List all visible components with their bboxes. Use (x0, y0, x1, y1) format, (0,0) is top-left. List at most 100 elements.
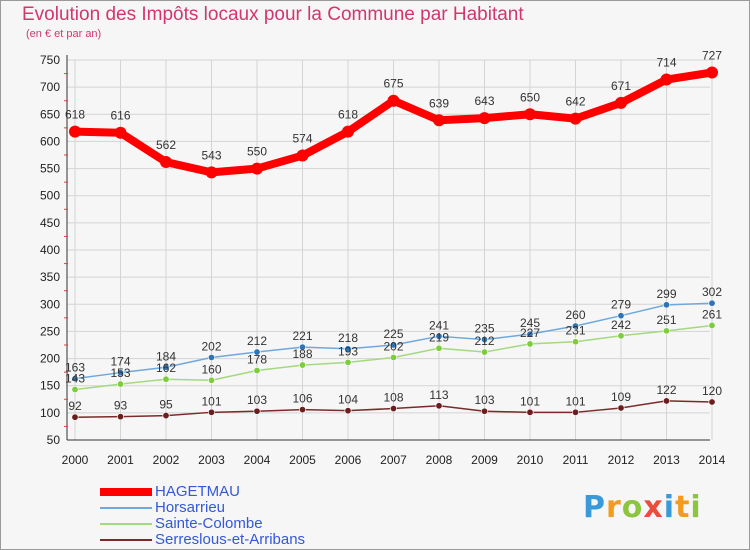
data-point (389, 405, 397, 413)
data-label: 618 (65, 108, 85, 122)
data-point (480, 336, 488, 344)
data-label: 642 (565, 95, 585, 109)
data-label: 235 (474, 322, 494, 336)
y-tick-label: 200 (40, 352, 60, 366)
legend-swatch (100, 507, 152, 509)
data-label: 93 (114, 399, 128, 413)
data-label: 92 (68, 399, 82, 413)
data-label: 242 (611, 318, 631, 332)
data-point (251, 162, 263, 175)
legend-swatch (100, 539, 152, 541)
legend-swatch (100, 523, 152, 525)
data-label: 122 (656, 383, 676, 397)
data-point (389, 353, 397, 361)
x-tick-label: 2001 (107, 453, 134, 467)
y-tick-label: 650 (40, 107, 60, 121)
y-tick-label: 550 (40, 162, 60, 176)
data-label: 212 (474, 334, 494, 348)
data-point (208, 376, 216, 384)
data-point (344, 345, 352, 353)
data-label: 225 (383, 327, 403, 341)
data-point (344, 358, 352, 366)
data-point (117, 413, 125, 421)
data-point (708, 321, 716, 329)
data-point (526, 408, 534, 416)
x-tick-label: 2003 (198, 453, 225, 467)
y-tick-label: 250 (40, 324, 60, 338)
chart-title: Evolution des Impôts locaux pour la Comm… (22, 4, 524, 25)
data-point (296, 149, 309, 162)
data-label: 218 (338, 331, 358, 345)
x-tick-label: 2005 (289, 453, 316, 467)
data-point (478, 112, 491, 125)
data-label: 643 (474, 94, 494, 108)
legend-swatch (100, 488, 152, 496)
data-point (298, 343, 306, 351)
data-label: 650 (520, 90, 540, 104)
data-label: 101 (520, 394, 540, 408)
data-label: 675 (383, 77, 403, 91)
data-point (662, 397, 670, 405)
data-point (435, 402, 443, 410)
data-point (571, 338, 579, 346)
y-tick-label: 100 (40, 406, 60, 420)
data-point (387, 94, 400, 107)
data-label: 101 (201, 394, 221, 408)
y-tick-label: 700 (40, 80, 60, 94)
data-point (71, 386, 79, 394)
data-label: 299 (656, 287, 676, 301)
x-tick-label: 2006 (335, 453, 362, 467)
data-point (569, 112, 582, 125)
data-point (117, 369, 125, 377)
x-tick-label: 2007 (380, 453, 407, 467)
data-label: 163 (65, 361, 85, 375)
data-point (435, 332, 443, 340)
data-point (662, 327, 670, 335)
data-point (160, 156, 172, 169)
data-point (708, 299, 716, 307)
data-label: 103 (247, 393, 267, 407)
data-label: 245 (520, 316, 540, 330)
data-point (69, 125, 81, 138)
data-label: 193 (338, 344, 358, 358)
data-point (253, 348, 261, 356)
x-tick-label: 2012 (608, 453, 635, 467)
legend-label: Horsarrieu (155, 499, 226, 516)
data-label: 251 (656, 313, 676, 327)
data-label: 174 (110, 355, 130, 369)
data-point (660, 73, 673, 86)
y-tick-label: 400 (40, 243, 60, 257)
data-point (706, 66, 718, 79)
data-point (571, 408, 579, 416)
logo-letter: i (690, 490, 702, 525)
x-tick-label: 2004 (244, 453, 271, 467)
legend-label: HAGETMAU (155, 483, 241, 500)
grid-layer (67, 59, 713, 441)
data-label: 574 (292, 132, 312, 146)
data-point (162, 375, 170, 383)
data-point (480, 407, 488, 415)
data-point (615, 96, 627, 109)
legend-label: Serreslous-et-Arribans (155, 531, 306, 548)
x-tick-label: 2009 (471, 453, 498, 467)
data-label: 543 (201, 148, 221, 162)
data-point (524, 108, 536, 121)
data-point (389, 341, 397, 349)
data-label: 227 (520, 326, 540, 340)
series-layer (69, 66, 718, 421)
data-point (571, 322, 579, 330)
data-label: 202 (383, 339, 403, 353)
data-point (617, 332, 625, 340)
data-label: 562 (156, 138, 176, 152)
proxiti-logo: Proxiti (583, 490, 702, 525)
data-label: 550 (247, 145, 267, 159)
data-label: 727 (702, 48, 722, 62)
data-point (708, 398, 716, 406)
data-point (71, 413, 79, 421)
data-label: 241 (429, 318, 449, 332)
data-label: 714 (656, 56, 676, 70)
logo-letter: i (663, 490, 676, 525)
data-label: 639 (429, 96, 449, 110)
